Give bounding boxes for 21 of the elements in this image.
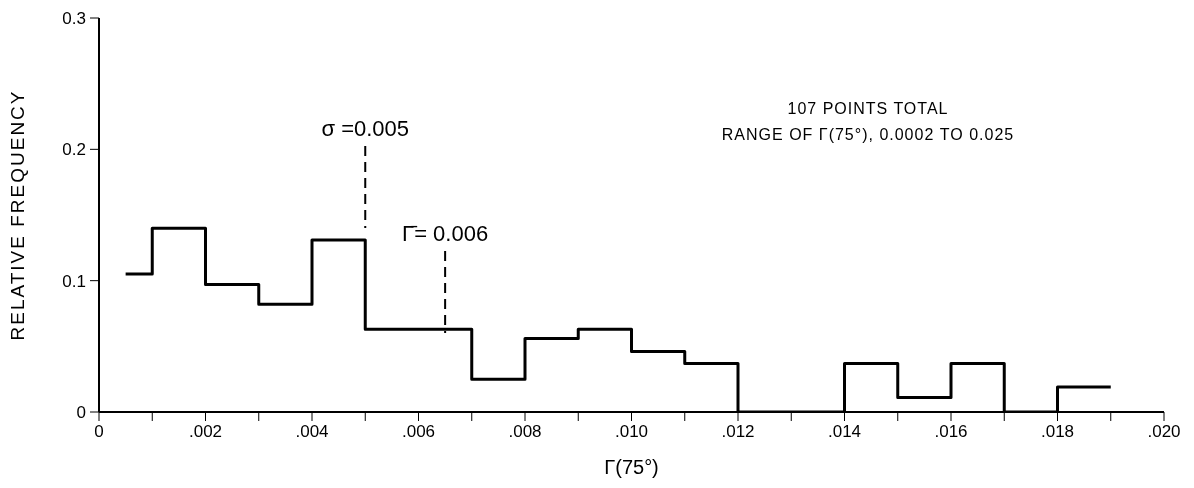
y-tick-label: 0.1 (62, 271, 86, 291)
ref-line-label: σ =0.005 (321, 116, 410, 141)
y-tick-label: 0 (76, 403, 86, 423)
x-tick-label: .012 (721, 422, 755, 442)
x-tick-label: .008 (508, 422, 542, 442)
x-tick-label: .010 (614, 422, 649, 442)
x-tick-label: .004 (295, 422, 329, 442)
y-tick-label: 0.2 (62, 140, 86, 160)
x-tick-label: .018 (1040, 422, 1075, 442)
ref-line-label: Γ̄= 0.006 (402, 221, 489, 246)
x-tick-label: .016 (934, 422, 968, 442)
x-tick-label: 0 (94, 422, 104, 442)
x-tick-label: .006 (401, 422, 436, 442)
x-axis-title: Γ(75°) (604, 456, 659, 478)
x-tick-label: .002 (188, 422, 223, 442)
annotation: RANGE OF Γ(75°), 0.0002 TO 0.025 (720, 125, 1016, 145)
y-axis-title: RELATIVE FREQUENCY (6, 89, 28, 341)
annotation: 107 POINTS TOTAL (786, 99, 950, 119)
x-tick-label: .014 (827, 422, 862, 442)
x-tick-label: .020 (1147, 422, 1181, 442)
y-tick-label: 0.3 (62, 9, 86, 29)
